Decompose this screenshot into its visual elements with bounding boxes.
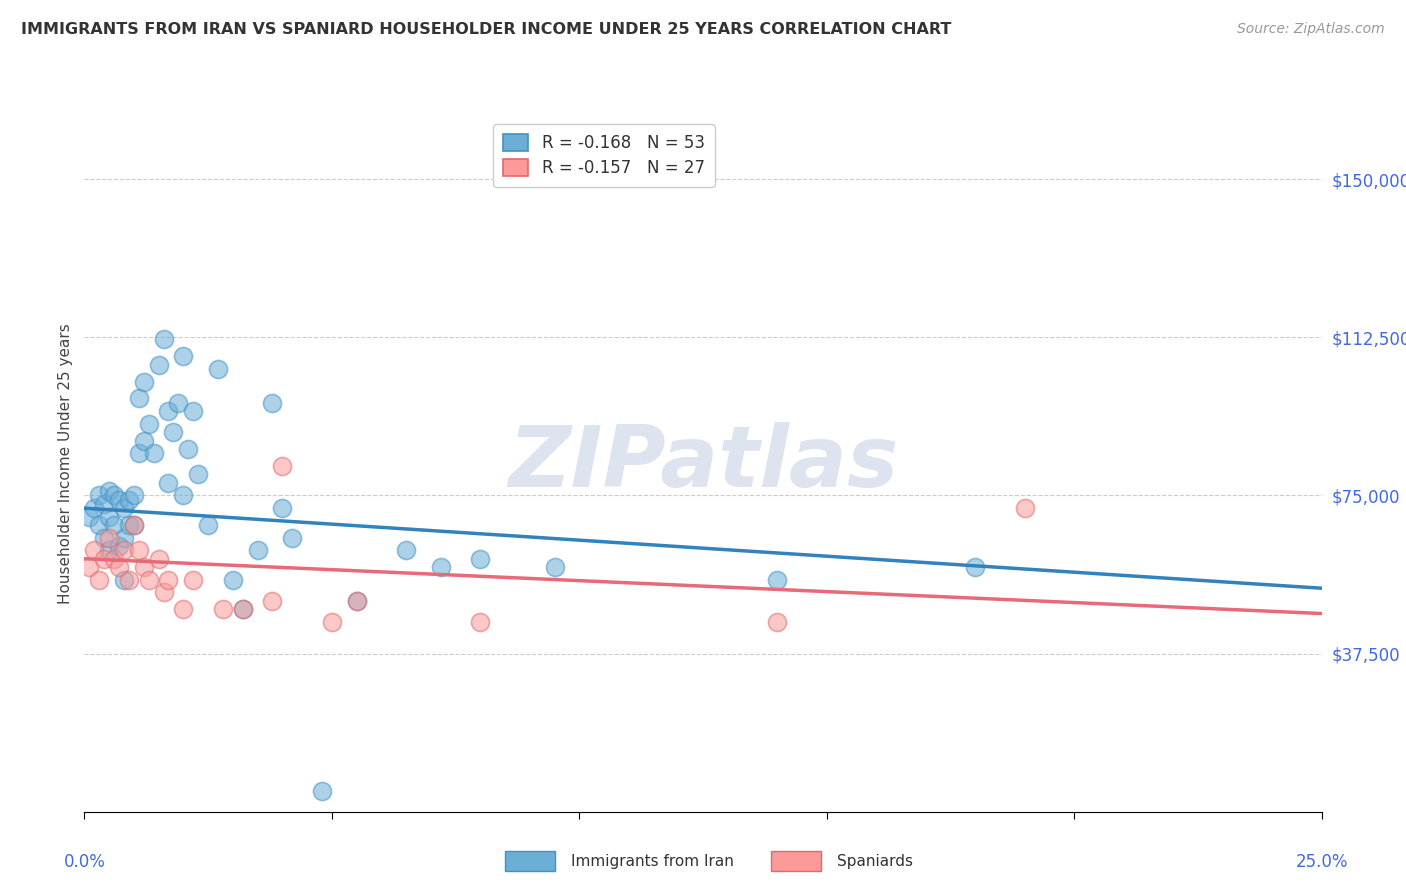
Point	[108, 492, 131, 507]
Point	[138, 573, 160, 587]
Text: ZIPatlas: ZIPatlas	[508, 422, 898, 506]
Point	[128, 543, 150, 558]
Point	[128, 446, 150, 460]
Text: IMMIGRANTS FROM IRAN VS SPANIARD HOUSEHOLDER INCOME UNDER 25 YEARS CORRELATION C: IMMIGRANTS FROM IRAN VS SPANIARD HOUSEHO…	[21, 22, 952, 37]
Point	[98, 509, 121, 524]
Text: 0.0%: 0.0%	[63, 854, 105, 871]
Point	[128, 392, 150, 406]
Point	[222, 573, 245, 587]
Point	[470, 551, 492, 566]
Point	[470, 615, 492, 629]
Point	[112, 543, 135, 558]
Point	[118, 518, 141, 533]
Point	[262, 395, 284, 409]
Point	[766, 615, 789, 629]
Point	[103, 518, 125, 533]
Point	[152, 333, 174, 347]
Text: Immigrants from Iran: Immigrants from Iran	[571, 854, 734, 869]
Point	[232, 602, 254, 616]
FancyBboxPatch shape	[770, 851, 821, 871]
Point	[98, 484, 121, 499]
Point	[112, 531, 135, 545]
Point	[157, 404, 180, 418]
Point	[132, 434, 155, 448]
Point	[157, 573, 180, 587]
Point	[98, 543, 121, 558]
Point	[172, 602, 194, 616]
Point	[346, 594, 368, 608]
Y-axis label: Householder Income Under 25 years: Householder Income Under 25 years	[58, 324, 73, 604]
Point	[321, 615, 343, 629]
Point	[281, 531, 304, 545]
Point	[112, 501, 135, 516]
Point	[187, 467, 209, 482]
Point	[346, 594, 368, 608]
Point	[79, 560, 101, 574]
Point	[118, 492, 141, 507]
Point	[157, 475, 180, 490]
Point	[132, 560, 155, 574]
Point	[112, 573, 135, 587]
Point	[232, 602, 254, 616]
Legend: R = -0.168   N = 53, R = -0.157   N = 27: R = -0.168 N = 53, R = -0.157 N = 27	[494, 124, 714, 187]
Point	[965, 560, 987, 574]
Point	[543, 560, 565, 574]
Point	[177, 442, 200, 456]
Point	[148, 551, 170, 566]
Point	[262, 594, 284, 608]
Text: 25.0%: 25.0%	[1295, 854, 1348, 871]
Point	[108, 539, 131, 553]
Point	[142, 446, 165, 460]
Text: Spaniards: Spaniards	[837, 854, 912, 869]
Point	[83, 501, 105, 516]
Point	[212, 602, 235, 616]
Point	[172, 488, 194, 502]
Point	[395, 543, 418, 558]
Point	[103, 551, 125, 566]
Point	[122, 518, 145, 533]
Point	[271, 458, 294, 473]
Point	[83, 543, 105, 558]
Point	[148, 358, 170, 372]
Point	[207, 362, 229, 376]
Point	[89, 518, 111, 533]
Point	[311, 783, 333, 797]
Point	[93, 551, 115, 566]
Point	[197, 518, 219, 533]
Point	[172, 349, 194, 363]
Point	[93, 497, 115, 511]
Point	[271, 501, 294, 516]
Point	[162, 425, 184, 440]
Point	[122, 518, 145, 533]
Point	[246, 543, 269, 558]
Point	[167, 395, 190, 409]
Point	[89, 488, 111, 502]
Point	[1014, 501, 1036, 516]
Point	[152, 585, 174, 599]
Point	[138, 417, 160, 431]
Point	[766, 573, 789, 587]
FancyBboxPatch shape	[505, 851, 554, 871]
Text: Source: ZipAtlas.com: Source: ZipAtlas.com	[1237, 22, 1385, 37]
Point	[118, 573, 141, 587]
Point	[122, 488, 145, 502]
Point	[181, 573, 204, 587]
Point	[98, 531, 121, 545]
Point	[181, 404, 204, 418]
Point	[429, 560, 451, 574]
Point	[93, 531, 115, 545]
Point	[108, 560, 131, 574]
Point	[103, 488, 125, 502]
Point	[79, 509, 101, 524]
Point	[89, 573, 111, 587]
Point	[132, 375, 155, 389]
